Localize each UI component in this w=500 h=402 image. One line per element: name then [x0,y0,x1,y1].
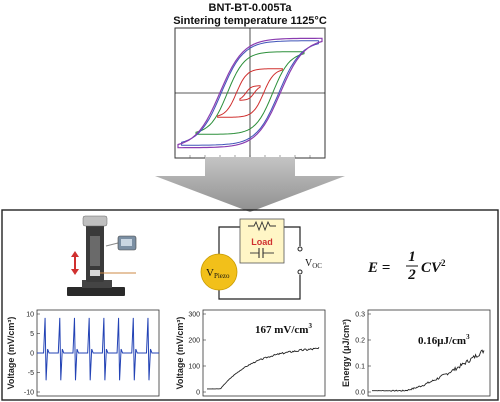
device-top [82,215,108,227]
capacitor-icon [250,248,274,258]
charging-series-line [207,347,320,390]
output-voltage-label: VOC [305,258,322,270]
y-tick-label: 0.1 [355,364,365,371]
device-base [67,287,125,296]
circuit-terminal-bottom [297,269,303,275]
y-tick-label: 0.0 [355,390,365,397]
load-box [239,218,285,264]
equation-lhs: E = [367,260,390,276]
energy-chart-ylabel: Energy (μJ/cm³) [341,319,351,387]
stored-energy-chart: Energy (μJ/cm³) 0.3 0.2 0.1 0.0 0.16μJ/cm3 [341,309,491,397]
y-tick-label: 300 [188,312,200,319]
device-gauge-screen [121,239,132,246]
energy-chart-frame [367,309,491,397]
charging-chart-ylabel: Voltage (mV/cm³) [175,317,185,390]
force-arrow-icon [71,251,79,275]
y-tick-label: 100 [188,364,200,371]
figure-subtitle: Sintering temperature 1125°C [173,15,327,27]
circuit-wire-bottom [218,275,301,300]
piezo-source [200,253,238,291]
y-tick-label: -10 [24,390,34,397]
equation-numerator: 1 [408,249,416,265]
device-window [90,236,100,266]
charging-chart-yticks: 300 200 100 0 [188,312,206,397]
y-tick-label: 0 [30,351,34,358]
charging-annotation: 167 mV/cm3 [255,322,312,336]
y-tick-label: 200 [188,338,200,345]
pulse-chart-yticks: 10 5 0 -5 -10 [24,312,40,397]
y-tick-label: 5 [30,331,34,338]
piezo-label: VPiezo [206,267,230,280]
figure-title: BNT-BT-0.005Ta [208,2,292,14]
energy-series-line [372,349,485,392]
circuit-terminal-top [297,246,303,252]
equation-denominator: 2 [407,267,416,283]
energy-annotation: 0.16μJ/cm3 [418,333,470,347]
load-label: Load [251,237,273,247]
pulse-chart: Voltage (mV/cm³) 10 5 0 -5 -10 [6,309,160,397]
pulse-series-line [37,317,159,381]
pulse-chart-ylabel: Voltage (mV/cm³) [6,317,16,390]
charging-voltage-chart: Voltage (mV/cm³) 300 200 100 0 167 mV/cm3 [175,309,326,397]
energy-chart-yticks: 0.3 0.2 0.1 0.0 [355,312,371,397]
device-sample [90,270,100,276]
y-tick-label: 0 [196,390,200,397]
y-tick-label: 0.2 [355,338,365,345]
resistor-icon [248,220,276,232]
device-platform [82,280,112,288]
y-tick-label: 0.3 [355,312,365,319]
y-tick-label: -5 [28,370,34,377]
charging-chart-frame [202,309,326,397]
equation-rhs: CV2 [421,258,446,276]
y-tick-label: 10 [26,312,34,319]
